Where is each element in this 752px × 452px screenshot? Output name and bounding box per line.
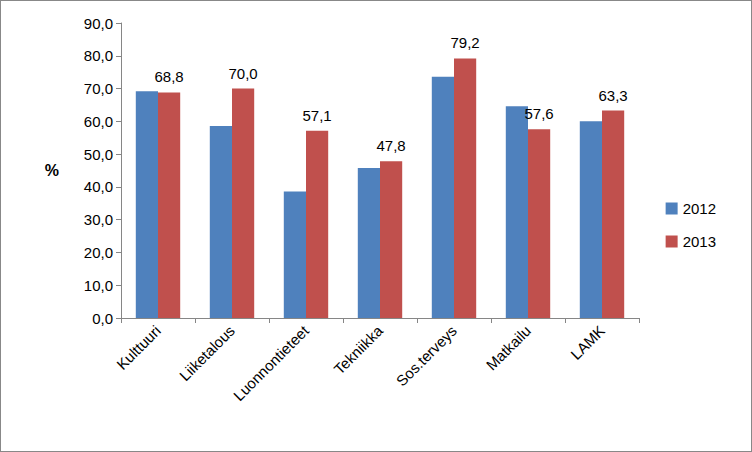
svg-text:Sos.terveys: Sos.terveys (393, 322, 460, 389)
svg-text:68,8: 68,8 (154, 68, 183, 85)
svg-text:2013: 2013 (683, 233, 716, 250)
svg-text:LAMK: LAMK (567, 322, 608, 363)
svg-text:0,0: 0,0 (92, 310, 113, 327)
svg-text:70,0: 70,0 (228, 65, 257, 82)
svg-text:40,0: 40,0 (84, 178, 113, 195)
svg-text:2012: 2012 (683, 200, 716, 217)
svg-text:50,0: 50,0 (84, 146, 113, 163)
svg-text:%: % (45, 162, 59, 179)
svg-text:63,3: 63,3 (598, 87, 627, 104)
svg-text:70,0: 70,0 (84, 80, 113, 97)
svg-text:57,1: 57,1 (302, 107, 331, 124)
svg-text:80,0: 80,0 (84, 47, 113, 64)
svg-text:Luonnontieteet: Luonnontieteet (230, 321, 313, 404)
svg-text:90,0: 90,0 (84, 15, 113, 32)
svg-text:30,0: 30,0 (84, 211, 113, 228)
svg-text:Kulttuuri: Kulttuuri (113, 322, 164, 373)
svg-text:47,8: 47,8 (376, 137, 405, 154)
svg-text:79,2: 79,2 (450, 34, 479, 51)
svg-text:20,0: 20,0 (84, 244, 113, 261)
svg-text:60,0: 60,0 (84, 113, 113, 130)
svg-text:Matkailu: Matkailu (483, 322, 534, 373)
svg-text:57,6: 57,6 (524, 105, 553, 122)
svg-text:Tekniikka: Tekniikka (330, 322, 386, 378)
svg-text:10,0: 10,0 (84, 277, 113, 294)
svg-text:Liiketalous: Liiketalous (176, 322, 238, 384)
